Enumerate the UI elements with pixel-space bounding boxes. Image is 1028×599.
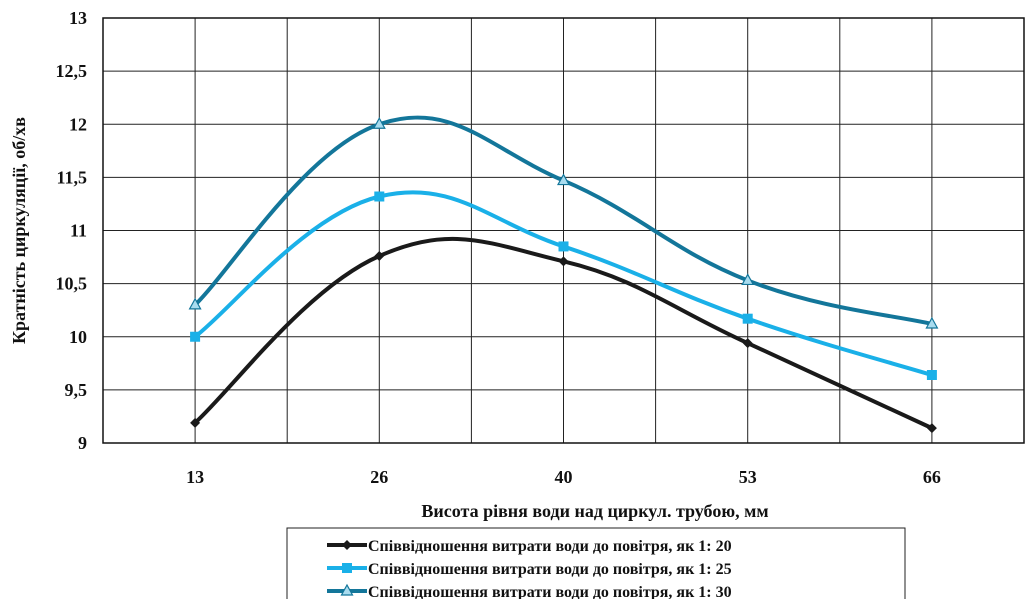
y-tick-label: 9 <box>78 433 87 453</box>
y-tick-label: 9,5 <box>65 380 88 400</box>
y-tick-label: 11,5 <box>56 167 87 187</box>
y-tick-label: 10,5 <box>56 274 88 294</box>
legend-label: Співвідношення витрати води до повітря, … <box>368 584 732 599</box>
legend-item: Співвідношення витрати води до повітря, … <box>327 561 732 578</box>
series-line <box>193 115 934 326</box>
data-point <box>558 241 569 252</box>
series-2 <box>190 190 937 380</box>
data-point <box>926 423 937 434</box>
series-3 <box>188 115 939 329</box>
y-tick-label: 13 <box>69 8 87 28</box>
legend-label: Співвідношення витрати води до повітря, … <box>368 538 732 555</box>
legend-item: Співвідношення витрати води до повітря, … <box>327 583 732 599</box>
data-point <box>556 173 571 186</box>
series-1 <box>190 236 937 434</box>
y-tick-label: 11 <box>70 221 87 241</box>
x-tick-label: 40 <box>555 467 573 487</box>
legend-marker <box>342 563 352 573</box>
data-point <box>374 251 385 261</box>
y-tick-label: 10 <box>69 327 87 347</box>
data-point <box>926 370 937 380</box>
legend-box <box>286 527 906 599</box>
plot-area-frame <box>102 17 1025 444</box>
y-tick-label: 12 <box>69 114 87 134</box>
chart-series <box>188 115 939 434</box>
data-point <box>925 316 939 329</box>
x-axis-title: Висота рівня води над циркул. трубою, мм <box>421 501 768 521</box>
y-axis-title: Кратність циркуляції, об/хв <box>9 117 29 344</box>
chart-grid <box>103 17 1024 444</box>
x-tick-label: 53 <box>739 467 757 487</box>
x-tick-label: 66 <box>923 467 941 487</box>
x-tick-label: 26 <box>370 467 388 487</box>
data-point <box>190 331 201 342</box>
data-point <box>374 191 385 202</box>
chart-legend: Співвідношення витрати води до повітря, … <box>286 527 906 599</box>
data-point <box>741 273 755 286</box>
data-point <box>188 297 202 310</box>
data-point <box>742 338 753 349</box>
y-axis-ticks: 9 9,5 10 10,5 11 11,5 12 12,5 13 <box>56 8 88 453</box>
data-point <box>558 256 569 267</box>
legend-item: Співвідношення витрати води до повітря, … <box>327 538 732 555</box>
x-tick-label: 13 <box>186 467 204 487</box>
x-axis-ticks: 13 26 40 53 66 <box>186 467 941 487</box>
legend-label: Співвідношення витрати води до повітря, … <box>368 561 732 578</box>
legend-marker <box>342 540 352 550</box>
data-point <box>190 417 201 428</box>
data-point <box>372 117 386 129</box>
y-tick-label: 12,5 <box>56 61 88 81</box>
data-point <box>742 313 753 324</box>
legend-marker <box>340 583 354 596</box>
